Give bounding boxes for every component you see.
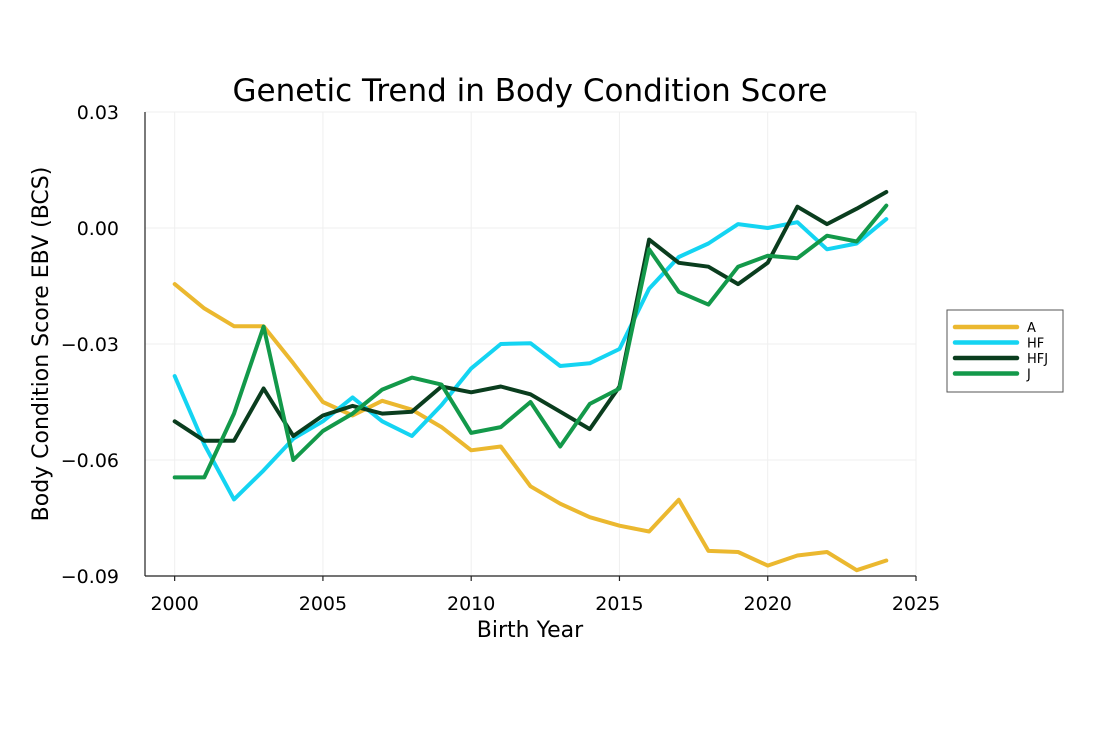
series-line-hf — [172, 217, 889, 502]
x-axis-label: Birth Year — [477, 618, 584, 643]
y-tick-label: −0.06 — [61, 450, 119, 472]
y-axis-label: Body Condition Score EBV (BCS) — [29, 167, 54, 522]
y-tick-label: 0.00 — [77, 218, 119, 240]
series-line-hfj — [172, 190, 889, 443]
series-lines — [172, 190, 889, 573]
legend-label: A — [1027, 321, 1036, 336]
series-line-a — [172, 282, 889, 573]
y-tick-label: 0.03 — [77, 102, 119, 124]
chart-title: Genetic Trend in Body Condition Score — [232, 73, 827, 109]
x-tick-label: 2000 — [150, 593, 198, 615]
x-tick-label: 2015 — [595, 593, 643, 615]
axes — [144, 112, 917, 581]
y-tick-label: −0.03 — [61, 334, 119, 356]
tick-labels: 2000 2005 2010 2015 2020 2025 0.03 0.00 −0.03 −0.… — [61, 102, 940, 615]
x-tick-label: 2020 — [744, 593, 792, 615]
y-tick-label: −0.09 — [61, 566, 119, 588]
legend-label: HF — [1027, 337, 1044, 352]
legend-label: J — [1026, 368, 1031, 383]
x-tick-label: 2010 — [447, 593, 495, 615]
series-line-j — [172, 203, 889, 480]
legend-label: HFJ — [1027, 352, 1048, 367]
x-tick-label: 2025 — [892, 593, 940, 615]
legend-box — [946, 309, 1064, 393]
x-tick-label: 2005 — [299, 593, 347, 615]
